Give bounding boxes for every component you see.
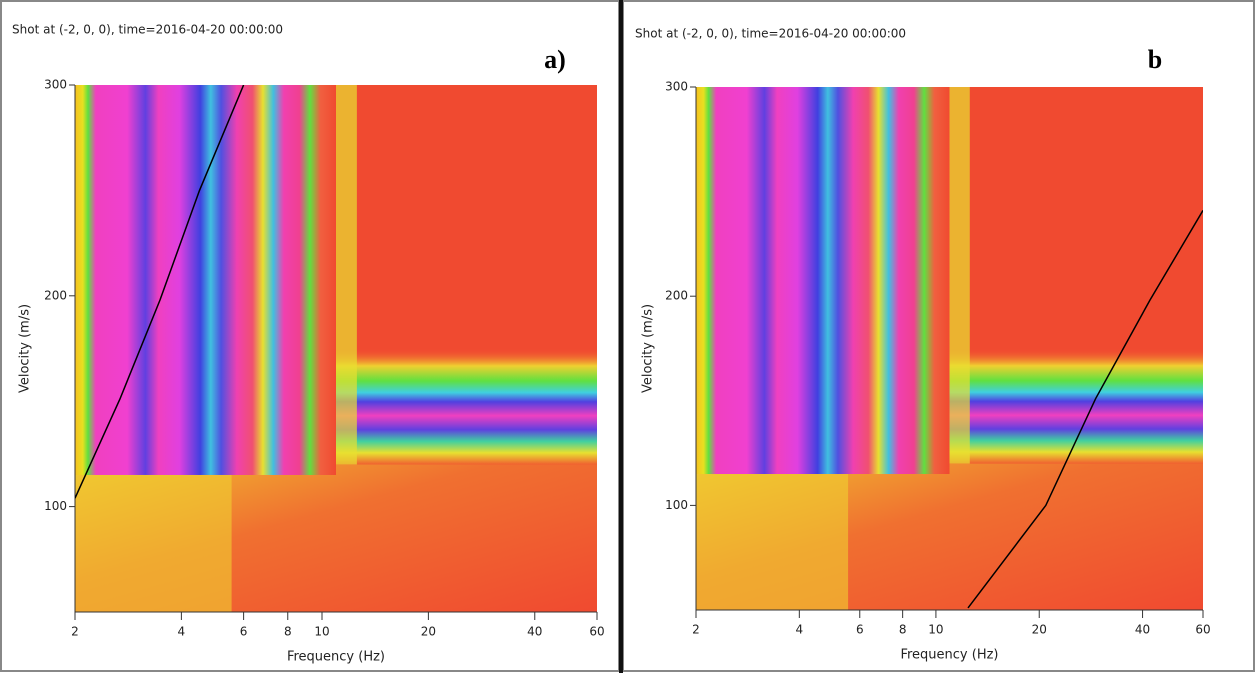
x-tick-label: 60 bbox=[1195, 623, 1210, 637]
heatmap-band bbox=[949, 348, 1203, 464]
x-tick-label: 8 bbox=[284, 625, 292, 639]
heatmap-edge bbox=[949, 87, 970, 464]
heatmap-lowleft bbox=[696, 474, 849, 610]
heatmap-band bbox=[336, 348, 597, 465]
x-tick-label: 6 bbox=[856, 623, 864, 637]
x-tick-label: 4 bbox=[178, 625, 186, 639]
plot-area bbox=[75, 85, 245, 499]
x-tick-label: 4 bbox=[796, 623, 804, 637]
heatmap-stripes bbox=[75, 85, 336, 475]
x-tick-label: 40 bbox=[527, 625, 542, 639]
panel-label: a) bbox=[544, 45, 566, 74]
x-axis-label: Frequency (Hz) bbox=[287, 650, 385, 665]
dispersion-curve bbox=[967, 210, 1203, 609]
y-tick-label: 100 bbox=[665, 498, 688, 512]
panel-label-bg bbox=[1127, 42, 1183, 76]
x-tick-label: 20 bbox=[1032, 623, 1047, 637]
panel-label: b bbox=[1148, 45, 1162, 74]
x-tick-label: 20 bbox=[421, 625, 436, 639]
heatmap-lowleft bbox=[75, 474, 232, 612]
x-tick-label: 8 bbox=[899, 623, 907, 637]
dispersion-curve bbox=[75, 85, 245, 499]
plot-area bbox=[967, 210, 1203, 609]
x-axis-label: Frequency (Hz) bbox=[900, 648, 998, 663]
x-tick-label: 6 bbox=[240, 625, 248, 639]
x-tick-label: 40 bbox=[1135, 623, 1150, 637]
y-tick-label: 100 bbox=[44, 499, 67, 513]
y-axis-label: Velocity (m/s) bbox=[18, 304, 33, 393]
y-tick-label: 300 bbox=[665, 80, 688, 94]
y-tick-label: 200 bbox=[665, 289, 688, 303]
panel-label-bg bbox=[524, 42, 586, 76]
chart-title: Shot at (-2, 0, 0), time=2016-04-20 00:0… bbox=[635, 27, 906, 41]
y-tick-label: 300 bbox=[44, 78, 67, 92]
chart-title: Shot at (-2, 0, 0), time=2016-04-20 00:0… bbox=[12, 23, 283, 37]
x-tick-label: 2 bbox=[71, 625, 79, 639]
y-tick-label: 200 bbox=[44, 288, 67, 302]
x-tick-label: 10 bbox=[928, 623, 943, 637]
heatmap-stripes bbox=[696, 87, 950, 475]
x-tick-label: 60 bbox=[589, 625, 604, 639]
x-tick-label: 2 bbox=[692, 623, 700, 637]
heatmap-edge bbox=[336, 85, 357, 465]
x-tick-label: 10 bbox=[314, 625, 329, 639]
y-axis-label: Velocity (m/s) bbox=[641, 304, 656, 393]
